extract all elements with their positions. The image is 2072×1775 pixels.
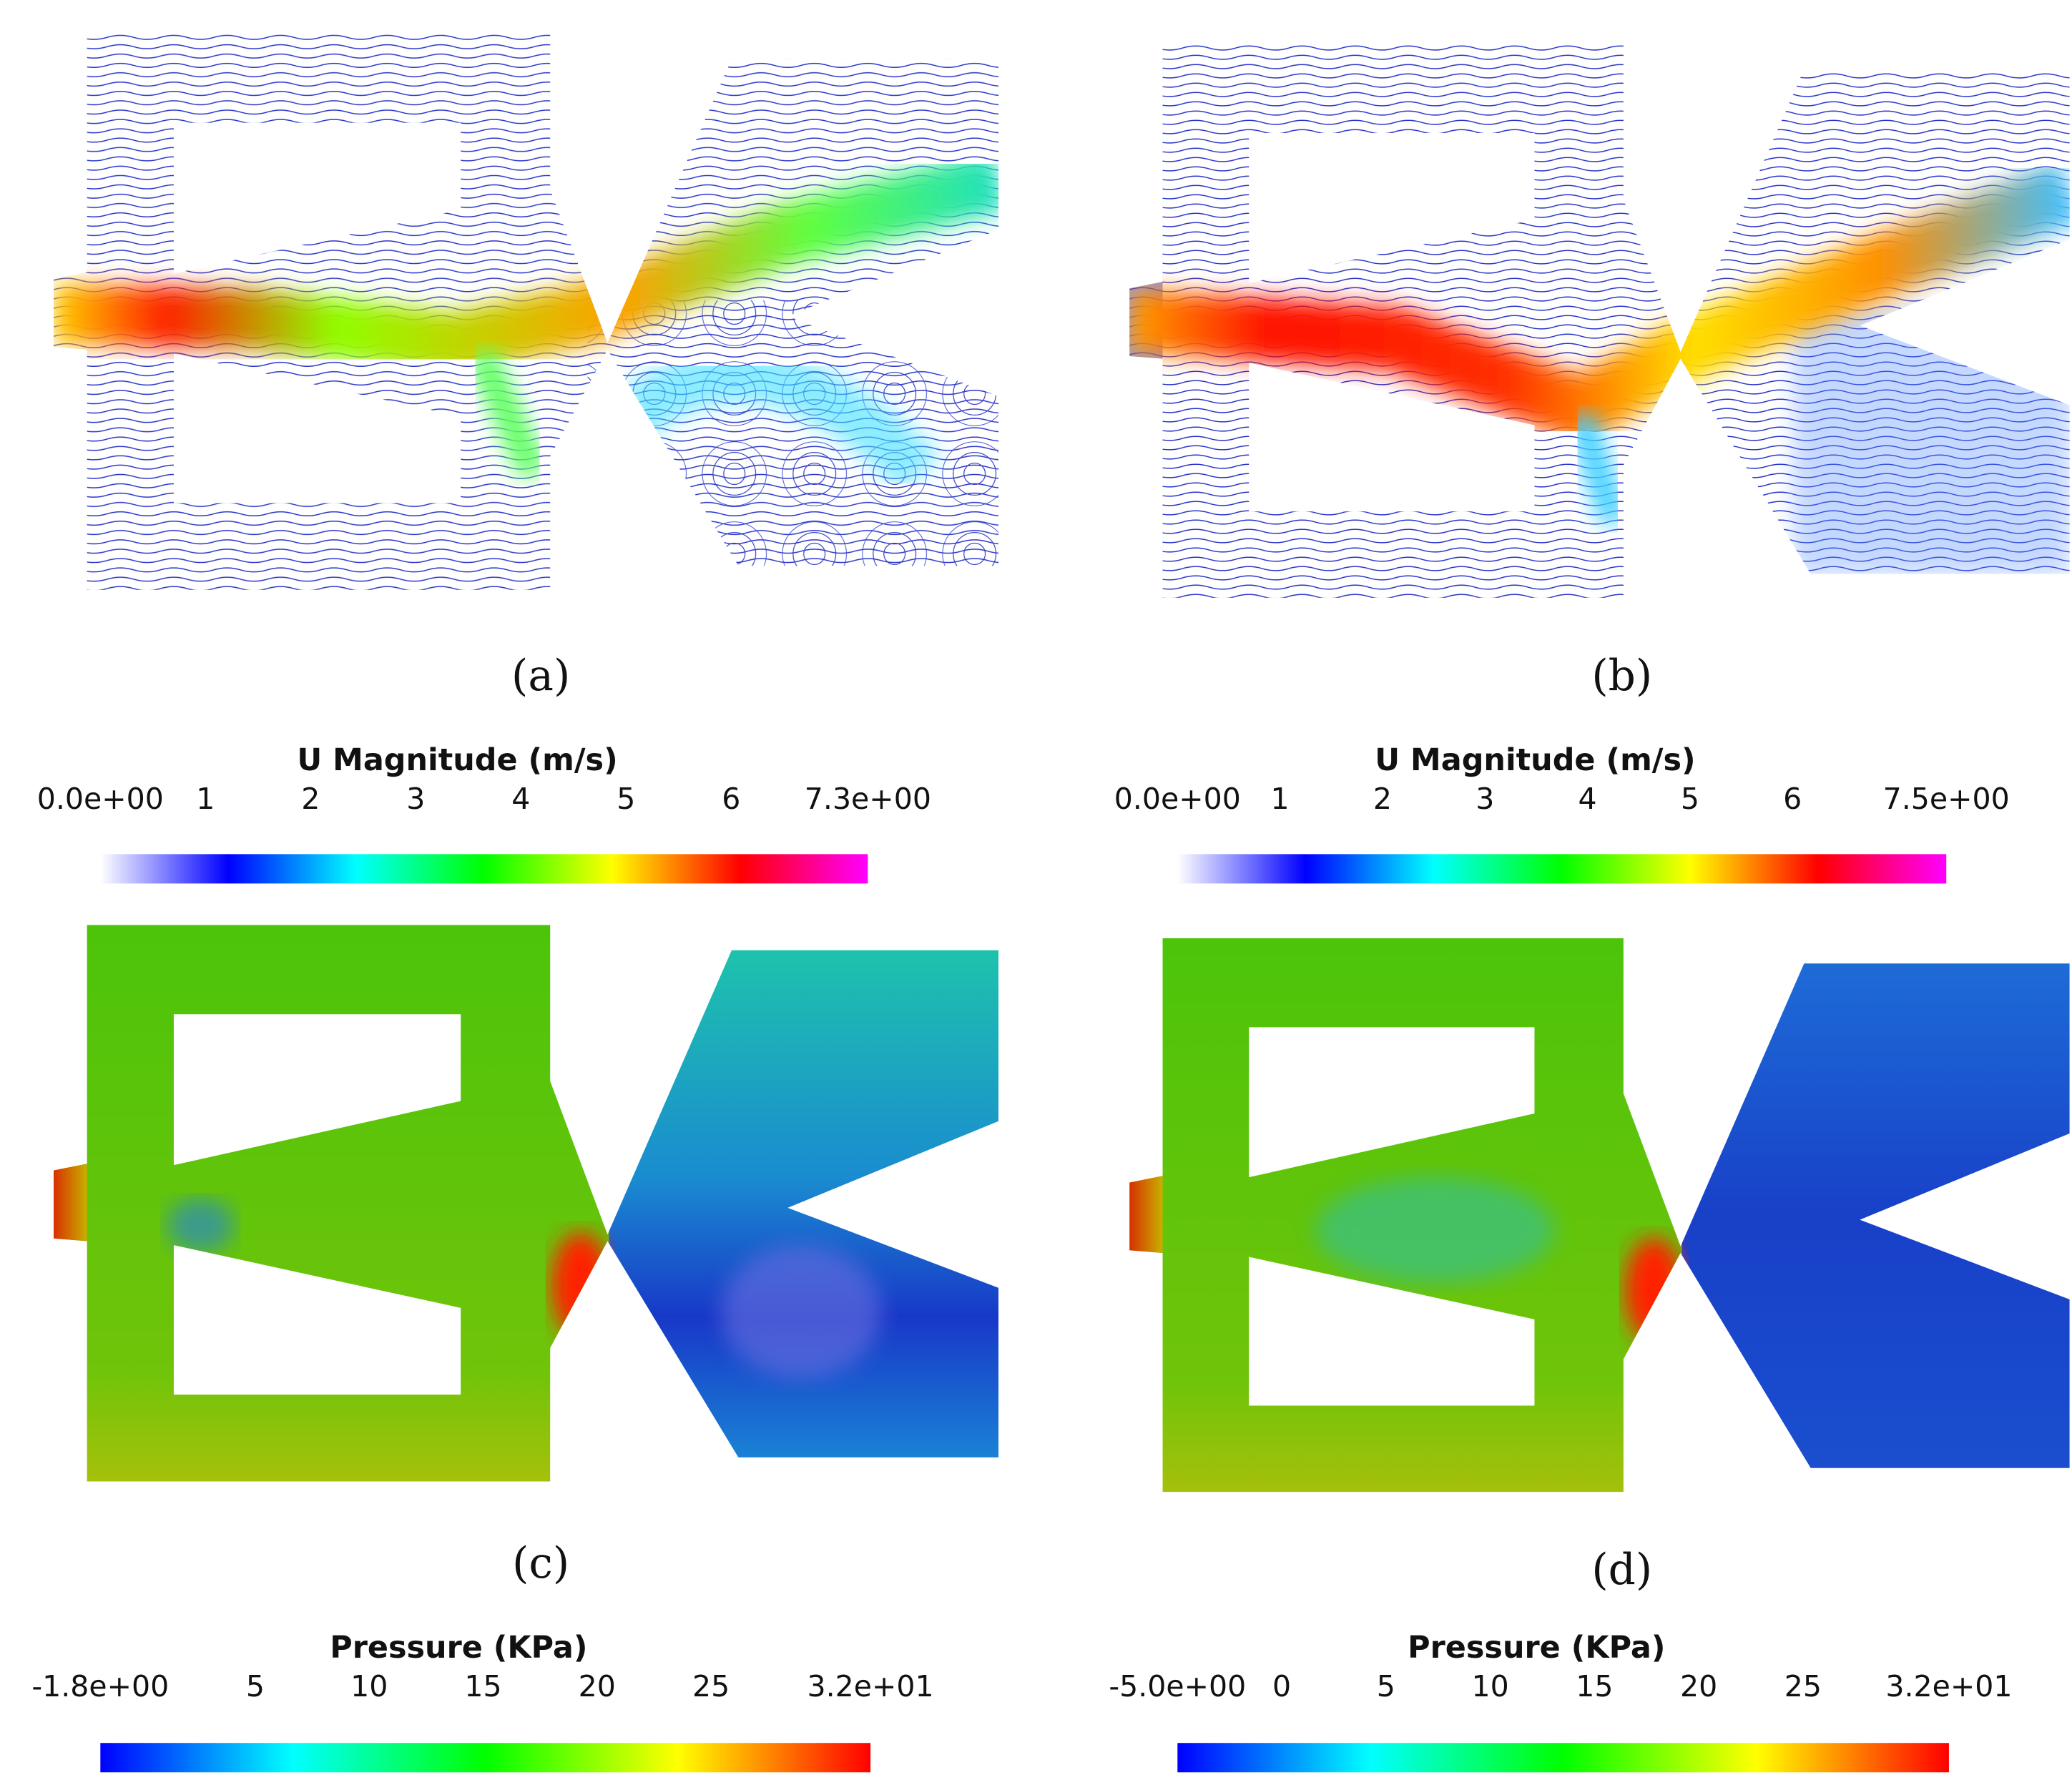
colorbar-tick-label: 3 bbox=[406, 782, 425, 816]
panel-d-field bbox=[1129, 938, 2070, 1493]
colorbar-tick-label: 2 bbox=[301, 782, 320, 816]
panel-label: (c) bbox=[512, 1539, 569, 1588]
colorbar-tick-label: 10 bbox=[350, 1669, 388, 1703]
colorbar bbox=[100, 1743, 871, 1773]
colorbar-tick-label: 4 bbox=[1578, 782, 1597, 816]
colorbar-tick-label: 0.0e+00 bbox=[1114, 782, 1241, 816]
colorbar-tick-label: -5.0e+00 bbox=[1109, 1669, 1246, 1703]
colorbar-title: Pressure (KPa) bbox=[1408, 1630, 1665, 1666]
colorbar-tick-label: 7.3e+00 bbox=[805, 782, 931, 816]
colorbar-tick-label: 3.2e+01 bbox=[1885, 1669, 2012, 1703]
colorbar-tick-label: 10 bbox=[1471, 1669, 1508, 1703]
panel-label: (d) bbox=[1591, 1545, 1652, 1595]
colorbar-tick-label: 5 bbox=[1377, 1669, 1395, 1703]
colorbar bbox=[100, 854, 868, 884]
colorbar-tick-label: 6 bbox=[722, 782, 740, 816]
colorbar-title: Pressure (KPa) bbox=[330, 1630, 587, 1666]
colorbar-tick-label: -1.8e+00 bbox=[31, 1669, 169, 1703]
colorbar-tick-label: 3.2e+01 bbox=[807, 1669, 934, 1703]
colorbar bbox=[1177, 1743, 1949, 1773]
colorbar-tick-label: 15 bbox=[464, 1669, 501, 1703]
panel-label: (b) bbox=[1591, 652, 1652, 701]
colorbar-title: U Magnitude (m/s) bbox=[1375, 742, 1695, 778]
colorbar-tick-label: 15 bbox=[1576, 1669, 1613, 1703]
panel-label: (a) bbox=[511, 652, 570, 701]
colorbar-tick-label: 1 bbox=[196, 782, 215, 816]
colorbar-title: U Magnitude (m/s) bbox=[297, 742, 617, 778]
colorbar-tick-label: 5 bbox=[246, 1669, 265, 1703]
colorbar-tick-label: 4 bbox=[511, 782, 530, 816]
panel-b-field bbox=[1129, 44, 2070, 598]
colorbar-tick-label: 5 bbox=[1681, 782, 1699, 816]
colorbar-tick-label: 7.5e+00 bbox=[1883, 782, 2010, 816]
colorbar-tick-label: 20 bbox=[579, 1669, 616, 1703]
colorbar-tick-label: 25 bbox=[1784, 1669, 1822, 1703]
colorbar-tick-label: 1 bbox=[1271, 782, 1290, 816]
colorbar-tick-label: 0.0e+00 bbox=[37, 782, 164, 816]
panel-c-field bbox=[54, 925, 999, 1482]
colorbar bbox=[1177, 854, 1947, 884]
panel-a-field bbox=[54, 33, 999, 590]
colorbar-tick-label: 5 bbox=[617, 782, 635, 816]
colorbar-tick-label: 20 bbox=[1680, 1669, 1717, 1703]
colorbar-tick-label: 6 bbox=[1783, 782, 1802, 816]
colorbar-tick-label: 3 bbox=[1476, 782, 1494, 816]
colorbar-tick-label: 0 bbox=[1272, 1669, 1291, 1703]
colorbar-tick-label: 2 bbox=[1373, 782, 1392, 816]
colorbar-tick-label: 25 bbox=[692, 1669, 730, 1703]
